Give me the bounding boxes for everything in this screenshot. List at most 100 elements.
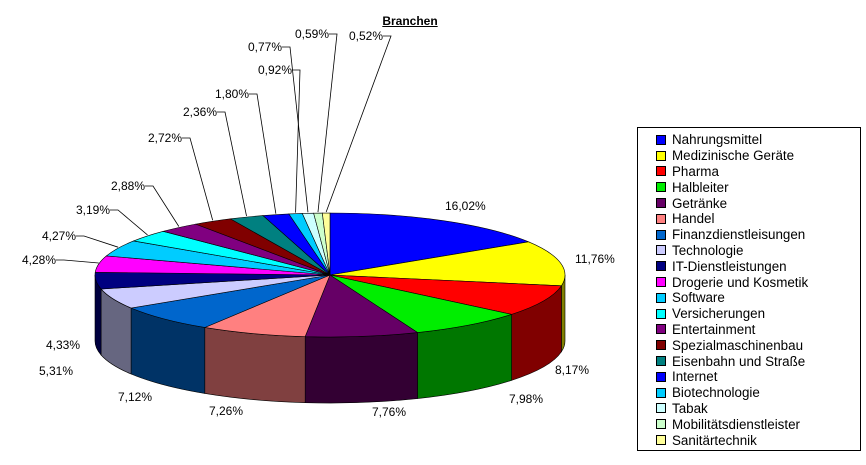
data-label-versicherungen: 3,19% [76, 203, 110, 217]
legend-label: Spezialmaschinenbau [672, 337, 804, 353]
legend-label: Entertainment [672, 321, 756, 337]
data-label-software: 4,27% [42, 229, 76, 243]
data-label-halbleiter: 7,98% [509, 392, 543, 406]
data-label-tabak: 0,77% [248, 40, 282, 54]
slice-medizinische-geraete [329, 241, 566, 287]
legend-label: Halbleiter [672, 179, 729, 195]
slice-nahrungsmittel [329, 212, 530, 276]
legend-item-getraenke: Getränke [656, 195, 860, 211]
legend-swatch [656, 245, 666, 256]
leader-line-sanitaertechnik [325, 35, 392, 213]
slice-handel [203, 274, 331, 337]
legend-label: Handel [672, 211, 715, 227]
legend-label: IT-Dienstleistungen [672, 258, 787, 274]
legend-label: Versicherungen [672, 306, 766, 322]
legend-swatch [656, 182, 666, 193]
legend-label: Finanzdienstleisungen [672, 227, 806, 243]
chart-title: Branchen [382, 14, 438, 28]
legend-label: Sanitärtechnik [672, 432, 757, 448]
legend-swatch [656, 166, 666, 177]
legend-swatch [656, 229, 666, 240]
legend-swatch [656, 134, 666, 145]
data-label-pharma: 8,17% [555, 363, 589, 377]
legend-item-it-dienstleistungen: IT-Dienstleistungen [656, 258, 860, 274]
leader-line-biotechnologie [292, 69, 301, 213]
data-label-medizinische-geraete: 11,76% [575, 252, 615, 266]
legend-swatch [656, 356, 666, 367]
legend-item-technologie: Technologie [656, 243, 860, 259]
legend-label: Mobilitätsdienstleister [672, 416, 801, 432]
leader-line-software [76, 235, 119, 248]
data-label-spezialmaschinenbau: 2,72% [148, 131, 182, 145]
leader-line-tabak [282, 46, 309, 213]
legend-item-eisenbahn-und-strasse: Eisenbahn und Straße [656, 353, 860, 369]
data-label-nahrungsmittel: 16,02% [445, 199, 486, 213]
data-label-biotechnologie: 0,92% [258, 63, 292, 77]
legend-swatch [656, 308, 666, 319]
slice-finanzdienstleisungen [130, 274, 331, 328]
slice-getraenke [304, 274, 419, 338]
data-label-drogerie-und-kosmetik: 4,28% [22, 253, 56, 267]
legend-label: Pharma [672, 163, 719, 179]
legend-item-medizinische-geraete: Medizinische Geräte [656, 148, 860, 164]
data-label-sanitaertechnik: 0,52% [349, 29, 383, 43]
data-label-getraenke: 7,76% [372, 405, 406, 419]
data-label-internet: 1,80% [215, 87, 249, 101]
legend-item-internet: Internet [656, 369, 860, 385]
legend-swatch [656, 198, 666, 209]
slice-halbleiter [329, 274, 513, 333]
legend-item-entertainment: Entertainment [656, 322, 860, 338]
legend-label: Technologie [672, 242, 744, 258]
legend-swatch [656, 150, 666, 161]
slice-sanitaertechnik [321, 212, 331, 276]
leader-line-internet [249, 93, 277, 214]
legend-label: Medizinische Geräte [672, 148, 795, 164]
legend-swatch [656, 324, 666, 335]
leader-line-versicherungen [110, 209, 148, 236]
legend-item-drogerie-und-kosmetik: Drogerie und Kosmetik [656, 274, 860, 290]
legend-label: Drogerie und Kosmetik [672, 274, 809, 290]
data-label-technologie: 5,31% [39, 364, 73, 378]
legend-label: Tabak [672, 400, 708, 416]
legend-swatch [656, 261, 666, 272]
legend-item-biotechnologie: Biotechnologie [656, 385, 860, 401]
slice-side-medizinische-geraete [561, 274, 566, 353]
legend-swatch [656, 292, 666, 303]
legend-swatch [656, 213, 666, 224]
legend-swatch [656, 403, 666, 414]
legend-label: Nahrungsmittel [672, 132, 763, 148]
legend-item-spezialmaschinenbau: Spezialmaschinenbau [656, 337, 860, 353]
data-label-handel: 7,26% [209, 404, 243, 418]
legend-item-halbleiter: Halbleiter [656, 179, 860, 195]
legend-item-pharma: Pharma [656, 164, 860, 180]
legend-item-nahrungsmittel: Nahrungsmittel [656, 132, 860, 148]
legend-swatch [656, 387, 666, 398]
legend-item-mobilitaetsdienstleister: Mobilitätsdienstleister [656, 416, 860, 432]
data-label-it-dienstleistungen: 4,33% [46, 338, 80, 352]
legend-swatch [656, 419, 666, 430]
data-label-mobilitaetsdienstleister: 0,59% [295, 27, 329, 41]
legend-item-software: Software [656, 290, 860, 306]
legend-item-handel: Handel [656, 211, 860, 227]
slice-pharma [329, 274, 562, 315]
legend-label: Eisenbahn und Straße [672, 353, 806, 369]
leader-line-entertainment [145, 185, 180, 227]
legend-swatch [656, 435, 666, 446]
legend-label: Internet [672, 369, 718, 385]
legend-label: Software [672, 290, 725, 306]
slice-side-getraenke [304, 332, 418, 404]
leader-line-spezialmaschinenbau [182, 137, 214, 221]
leader-line-eisenbahn-und-strasse [217, 111, 247, 217]
legend-label: Getränke [672, 195, 728, 211]
data-label-entertainment: 2,88% [111, 179, 145, 193]
slice-side-handel [204, 327, 306, 403]
leader-line-mobilitaetsdienstleister [317, 33, 338, 213]
legend-label: Biotechnologie [672, 385, 760, 401]
legend-swatch [656, 371, 666, 382]
leader-line-drogerie-und-kosmetik [56, 259, 99, 264]
legend-item-finanzdienstleisungen: Finanzdienstleisungen [656, 227, 860, 243]
legend-item-tabak: Tabak [656, 401, 860, 417]
legend-swatch [656, 277, 666, 288]
legend-item-sanitaertechnik: Sanitärtechnik [656, 432, 860, 448]
